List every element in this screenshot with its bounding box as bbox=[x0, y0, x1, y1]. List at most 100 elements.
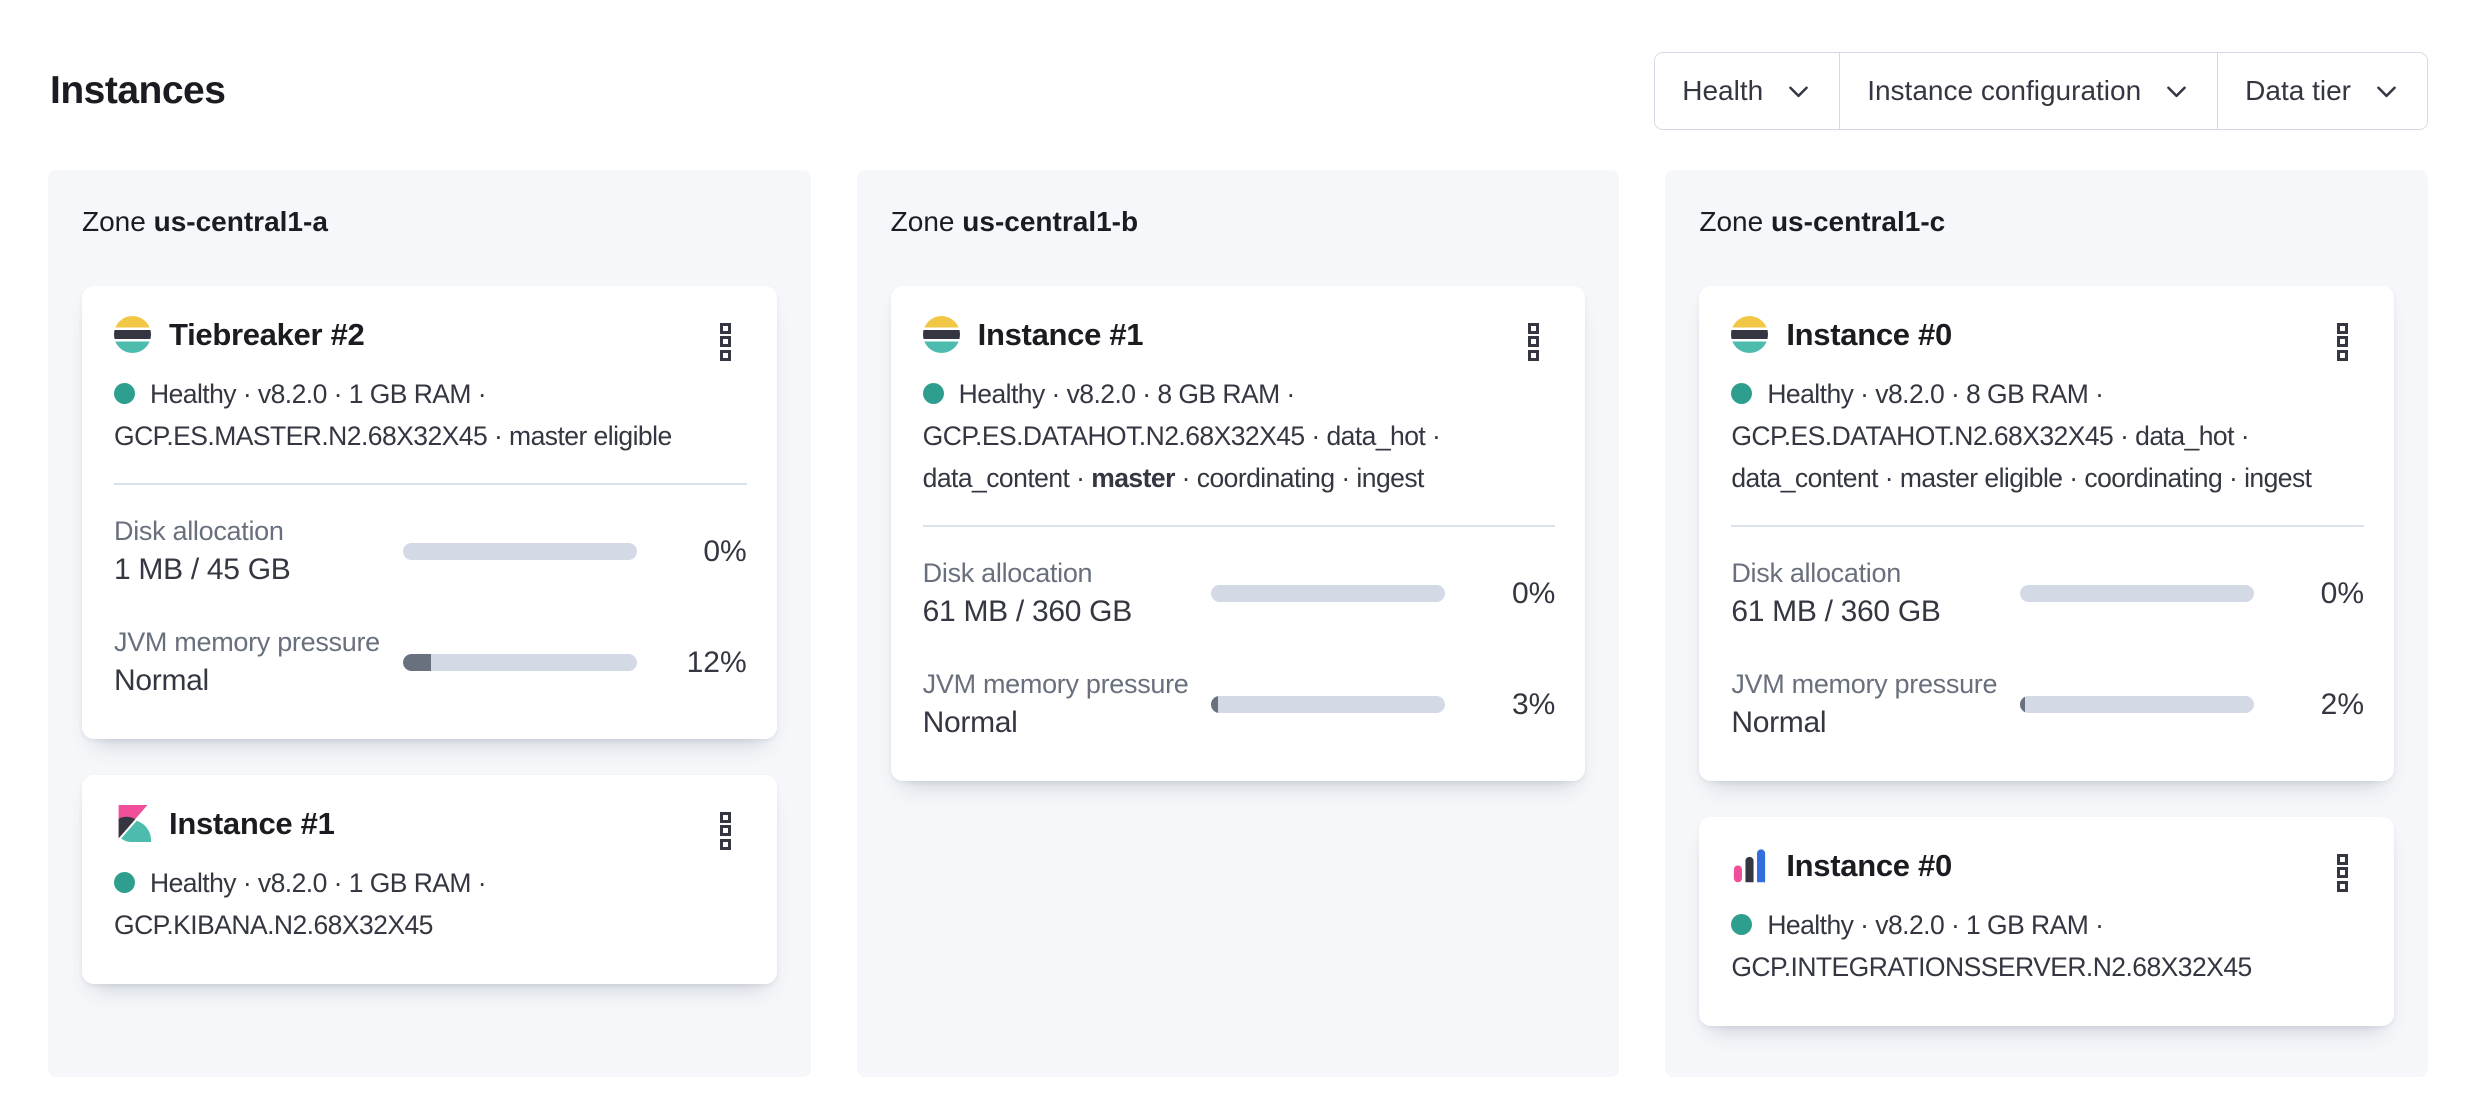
instance-menu-button[interactable] bbox=[2329, 843, 2356, 902]
card-divider bbox=[114, 483, 747, 485]
boxes-vertical-icon bbox=[2337, 322, 2349, 361]
stat-progress-bar bbox=[2020, 585, 2255, 602]
stat-label: Disk allocation bbox=[922, 558, 1093, 588]
instance-menu-button[interactable] bbox=[712, 312, 739, 371]
boxes-vertical-icon bbox=[2337, 853, 2349, 892]
instance-card[interactable]: Instance #0 Healthy · v8.2.0 · 1 GB RAM … bbox=[1699, 817, 2395, 1026]
card-header: Instance #0 bbox=[1731, 847, 2364, 884]
stat-label: Disk allocation bbox=[1731, 558, 1901, 588]
zone-label: Zone us-central1-a bbox=[82, 206, 777, 238]
instance-meta-line: GCP.ES.MASTER.N2.68X32X45 · master eligi… bbox=[114, 421, 672, 451]
stat-progress-bar bbox=[402, 654, 637, 671]
zone-name: us-central1-b bbox=[962, 206, 1139, 237]
instance-card[interactable]: Instance #1 Healthy · v8.2.0 · 1 GB RAM … bbox=[82, 775, 777, 984]
card-divider bbox=[1731, 525, 2365, 527]
boxes-vertical-icon bbox=[719, 322, 731, 361]
zone-panel-us-central1-c: Zone us-central1-c Instance #0 Healthy ·… bbox=[1665, 170, 2429, 1077]
filter-group: Health Instance configuration Data tier bbox=[1654, 52, 2428, 130]
health-dot bbox=[922, 383, 944, 404]
instance-menu-button[interactable] bbox=[1520, 312, 1547, 371]
stat-progress-fill bbox=[1211, 696, 1219, 713]
boxes-vertical-icon bbox=[719, 811, 731, 850]
zone-label-prefix: Zone bbox=[890, 206, 955, 237]
instance-meta-line: data_content · master eligible · coordin… bbox=[1731, 463, 2312, 493]
instance-title: Instance #0 bbox=[1786, 316, 1952, 352]
page-title: Instances bbox=[50, 69, 226, 112]
stat-progress-bar bbox=[402, 543, 637, 560]
filter-button-health[interactable]: Health bbox=[1655, 53, 1840, 129]
instance-meta: Healthy · v8.2.0 · 1 GB RAM · GCP.INTEGRA… bbox=[1731, 904, 2364, 988]
instance-title: Instance #1 bbox=[977, 316, 1144, 352]
zone-label: Zone us-central1-b bbox=[891, 206, 1586, 238]
stat-progress-fill bbox=[2020, 696, 2025, 713]
instance-card[interactable]: Instance #0 Healthy · v8.2.0 · 8 GB RAM … bbox=[1699, 286, 2395, 781]
zone-panel-us-central1-a: Zone us-central1-a Tiebreaker #2 Healthy… bbox=[48, 170, 811, 1077]
instance-menu-button[interactable] bbox=[712, 801, 739, 860]
instance-meta-line: data_content · master · coordinating · i… bbox=[922, 463, 1425, 493]
zone-cards: Instance #1 Healthy · v8.2.0 · 8 GB RAM … bbox=[890, 286, 1586, 781]
integrations-server-logo-icon bbox=[1731, 847, 1768, 884]
stat-progress-bar bbox=[1211, 585, 1446, 602]
zone-name: us-central1-c bbox=[1770, 206, 1946, 237]
instance-meta-line: Healthy · v8.2.0 · 8 GB RAM · bbox=[1731, 373, 2364, 415]
instance-meta: Healthy · v8.2.0 · 8 GB RAM · GCP.ES.DATA… bbox=[922, 373, 1556, 499]
boxes-vertical-icon bbox=[1528, 322, 1540, 361]
card-header: Instance #1 bbox=[114, 805, 747, 842]
filter-button-instance-configuration[interactable]: Instance configuration bbox=[1839, 53, 2218, 129]
card-stats: Disk allocation 61 MB / 360 GB 0% JVM me… bbox=[1731, 555, 2364, 743]
stat-value: 1 MB / 45 GB bbox=[114, 553, 291, 586]
stat-row: Disk allocation 61 MB / 360 GB 0% bbox=[1731, 555, 2364, 632]
filter-button-label: Health bbox=[1682, 75, 1764, 106]
zone-label-prefix: Zone bbox=[82, 206, 146, 237]
zone-panel-us-central1-b: Zone us-central1-b Instance #1 Healthy ·… bbox=[856, 170, 1620, 1077]
stat-percent: 0% bbox=[703, 534, 747, 568]
instance-meta: Healthy · v8.2.0 · 1 GB RAM · GCP.KIBANA.… bbox=[114, 862, 747, 946]
instance-meta-line: Healthy · v8.2.0 · 1 GB RAM · bbox=[114, 373, 747, 415]
stat-value: Normal bbox=[114, 664, 209, 697]
stat-row: JVM memory pressure Normal 3% bbox=[923, 666, 1556, 743]
card-divider bbox=[922, 525, 1556, 527]
stat-progress-bar bbox=[1211, 696, 1446, 713]
stat-percent: 3% bbox=[1511, 687, 1556, 721]
card-header: Instance #0 bbox=[1731, 316, 2364, 353]
instance-title: Tiebreaker #2 bbox=[169, 316, 365, 352]
card-stats: Disk allocation 1 MB / 45 GB 0% JVM memo… bbox=[114, 513, 747, 701]
health-dot bbox=[1731, 914, 1753, 935]
filter-button-data-tier[interactable]: Data tier bbox=[2217, 53, 2427, 129]
filter-button-label: Instance configuration bbox=[1867, 75, 2142, 106]
zones-row: Zone us-central1-a Tiebreaker #2 Healthy… bbox=[48, 170, 2429, 1077]
stat-progress-bar bbox=[2020, 696, 2255, 713]
health-dot bbox=[1731, 383, 1753, 404]
instance-meta-line: GCP.ES.DATAHOT.N2.68X32X45 · data_hot · bbox=[1731, 421, 2249, 451]
chevron-down-icon bbox=[2167, 86, 2187, 97]
stat-value: 61 MB / 360 GB bbox=[922, 595, 1133, 628]
stat-label: Disk allocation bbox=[114, 516, 284, 546]
chevron-down-icon bbox=[1789, 86, 1809, 97]
instance-meta-line: Healthy · v8.2.0 · 1 GB RAM · bbox=[114, 862, 747, 904]
zone-label-prefix: Zone bbox=[1699, 206, 1764, 237]
instance-card[interactable]: Instance #1 Healthy · v8.2.0 · 8 GB RAM … bbox=[890, 286, 1586, 781]
instance-meta: Healthy · v8.2.0 · 1 GB RAM · GCP.ES.MAST… bbox=[114, 373, 747, 457]
page-header: Instances Health Instance configuration … bbox=[0, 0, 2490, 130]
zone-cards: Instance #0 Healthy · v8.2.0 · 8 GB RAM … bbox=[1699, 286, 2395, 1026]
instance-card[interactable]: Tiebreaker #2 Healthy · v8.2.0 · 1 GB RA… bbox=[82, 286, 777, 739]
card-header: Instance #1 bbox=[922, 316, 1556, 353]
instance-title: Instance #1 bbox=[169, 805, 335, 841]
stat-row: JVM memory pressure Normal 12% bbox=[114, 624, 747, 701]
instance-meta-line: GCP.ES.DATAHOT.N2.68X32X45 · data_hot · bbox=[922, 421, 1441, 451]
stat-value: Normal bbox=[922, 706, 1018, 739]
instance-meta: Healthy · v8.2.0 · 8 GB RAM · GCP.ES.DATA… bbox=[1731, 373, 2364, 499]
instance-meta-line: GCP.INTEGRATIONSSERVER.N2.68X32X45 bbox=[1731, 952, 2252, 982]
elasticsearch-logo-icon bbox=[922, 316, 960, 353]
chevron-down-icon bbox=[2377, 86, 2396, 97]
card-stats: Disk allocation 61 MB / 360 GB 0% JVM me… bbox=[923, 555, 1556, 743]
stat-value: 61 MB / 360 GB bbox=[1731, 595, 1941, 628]
zone-name: us-central1-a bbox=[153, 206, 328, 237]
stat-value: Normal bbox=[1731, 706, 1827, 739]
stat-row: JVM memory pressure Normal 2% bbox=[1731, 666, 2364, 743]
instance-menu-button[interactable] bbox=[2329, 312, 2356, 371]
zone-label: Zone us-central1-c bbox=[1699, 206, 2394, 238]
stat-percent: 12% bbox=[686, 645, 747, 679]
instance-meta-line: Healthy · v8.2.0 · 1 GB RAM · bbox=[1731, 904, 2364, 946]
